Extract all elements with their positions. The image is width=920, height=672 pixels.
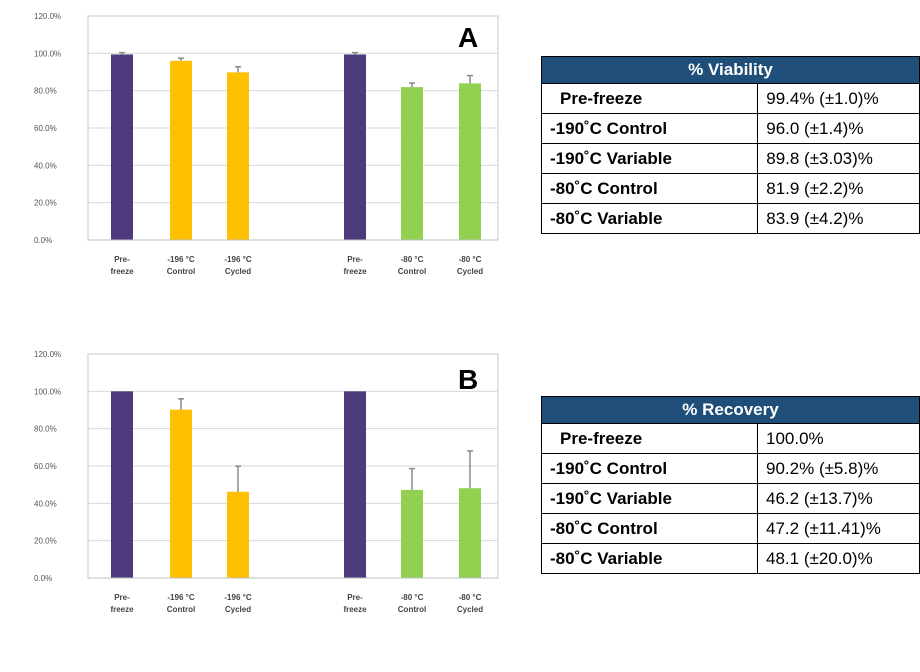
panel-letter-a: A: [458, 22, 479, 53]
x-tick-label: -196 °C: [224, 593, 251, 602]
row-label: -190˚C Control: [540, 453, 759, 484]
y-tick-label: 120.0%: [34, 12, 61, 21]
x-tick-label: -196 °C: [167, 593, 194, 602]
table-row: -80˚C Control 81.9 (±2.2)%: [540, 173, 920, 204]
row-value: 47.2 (±11.41)%: [757, 513, 920, 544]
x-tick-label: Pre-: [347, 255, 363, 264]
x-tick-label: -80 °C: [459, 593, 482, 602]
bar: [459, 488, 481, 578]
y-tick-label: 0.0%: [34, 236, 52, 245]
row-value: 99.4% (±1.0)%: [757, 83, 920, 114]
recovery-header-row: % Recovery: [541, 396, 920, 424]
row-value: 89.8 (±3.03)%: [757, 143, 920, 174]
row-label: Pre-freeze: [540, 423, 759, 454]
x-tick-label: Cycled: [225, 267, 251, 276]
y-tick-label: 40.0%: [34, 161, 57, 170]
y-tick-label: 60.0%: [34, 462, 57, 471]
row-label: -190˚C Variable: [540, 483, 759, 514]
row-value: 96.0 (±1.4)%: [757, 113, 920, 144]
x-tick-label: freeze: [110, 605, 134, 614]
table-row: -190˚C Variable 89.8 (±3.03)%: [540, 143, 920, 174]
recovery-table: % Recovery Pre-freeze 100.0% -190˚C Cont…: [540, 396, 920, 574]
table-row: -80˚C Variable 48.1 (±20.0)%: [540, 543, 920, 574]
y-tick-label: 120.0%: [34, 350, 61, 359]
x-tick-label: Control: [398, 605, 426, 614]
row-label: Pre-freeze: [540, 83, 759, 114]
y-tick-label: 20.0%: [34, 199, 57, 208]
x-tick-label: Cycled: [225, 605, 251, 614]
row-value: 48.1 (±20.0)%: [757, 543, 920, 574]
viability-header: % Viability: [541, 56, 920, 84]
row-label: -190˚C Control: [540, 113, 759, 144]
recovery-chart-svg: 0.0% 20.0% 40.0% 60.0% 80.0% 100.0% 120.0% Pre-…: [34, 350, 499, 614]
bar: [111, 54, 133, 240]
row-value: 90.2% (±5.8)%: [757, 453, 920, 484]
x-tick-label: Pre-: [347, 593, 363, 602]
row-value: 100.0%: [757, 423, 920, 454]
viability-chart-svg: 0.0% 20.0% 40.0% 60.0% 80.0% 100.0% 120.0% Pre-…: [34, 12, 499, 276]
recovery-chart: 0.0% 20.0% 40.0% 60.0% 80.0% 100.0% 120.0% Pre-…: [0, 336, 520, 672]
x-tick-label: -80 °C: [401, 255, 424, 264]
x-tick-label: freeze: [343, 605, 367, 614]
row-label: -80˚C Control: [540, 513, 759, 544]
bar: [111, 391, 133, 578]
y-tick-label: 100.0%: [34, 49, 61, 58]
y-tick-label: 80.0%: [34, 425, 57, 434]
x-tick-label: -196 °C: [167, 255, 194, 264]
x-tick-label: Pre-: [114, 593, 130, 602]
recovery-header: % Recovery: [541, 396, 920, 424]
x-tick-label: freeze: [110, 267, 134, 276]
table-row: Pre-freeze 99.4% (±1.0)%: [540, 83, 920, 114]
bar: [227, 491, 249, 578]
y-tick-label: 40.0%: [34, 499, 57, 508]
bar: [459, 83, 481, 241]
y-tick-label: 0.0%: [34, 574, 52, 583]
y-tick-label: 20.0%: [34, 537, 57, 546]
x-tick-label: -196 °C: [224, 255, 251, 264]
table-row: -190˚C Control 90.2% (±5.8)%: [540, 453, 920, 484]
x-tick-label: -80 °C: [459, 255, 482, 264]
bar: [401, 489, 423, 578]
bar: [170, 409, 192, 578]
bar: [344, 54, 366, 240]
x-tick-label: freeze: [343, 267, 367, 276]
x-tick-label: -80 °C: [401, 593, 424, 602]
x-tick-label: Cycled: [457, 605, 483, 614]
row-label: -80˚C Variable: [540, 203, 759, 234]
panel-letter-b: B: [458, 364, 479, 395]
bar: [170, 60, 192, 240]
x-tick-label: Pre-: [114, 255, 130, 264]
bar: [344, 391, 366, 578]
viability-header-row: % Viability: [541, 56, 920, 84]
bar: [227, 72, 249, 240]
y-tick-label: 60.0%: [34, 124, 57, 133]
row-value: 46.2 (±13.7)%: [757, 483, 920, 514]
y-tick-label: 100.0%: [34, 387, 61, 396]
table-row: -190˚C Variable 46.2 (±13.7)%: [540, 483, 920, 514]
table-row: -190˚C Control 96.0 (±1.4)%: [540, 113, 920, 144]
row-value: 83.9 (±4.2)%: [757, 203, 920, 234]
table-row: Pre-freeze 100.0%: [540, 423, 920, 454]
row-label: -80˚C Variable: [540, 543, 759, 574]
table-row: -80˚C Variable 83.9 (±4.2)%: [540, 203, 920, 234]
x-tick-label: Control: [167, 267, 195, 276]
bar: [401, 87, 423, 241]
row-value: 81.9 (±2.2)%: [757, 173, 920, 204]
x-tick-label: Control: [167, 605, 195, 614]
y-tick-label: 80.0%: [34, 87, 57, 96]
viability-chart: 0.0% 20.0% 40.0% 60.0% 80.0% 100.0% 120.0% Pre-…: [0, 0, 520, 336]
x-tick-label: Control: [398, 267, 426, 276]
table-row: -80˚C Control 47.2 (±11.41)%: [540, 513, 920, 544]
x-tick-label: Cycled: [457, 267, 483, 276]
viability-table: % Viability Pre-freeze 99.4% (±1.0)% -19…: [540, 56, 920, 234]
row-label: -190˚C Variable: [540, 143, 759, 174]
row-label: -80˚C Control: [540, 173, 759, 204]
